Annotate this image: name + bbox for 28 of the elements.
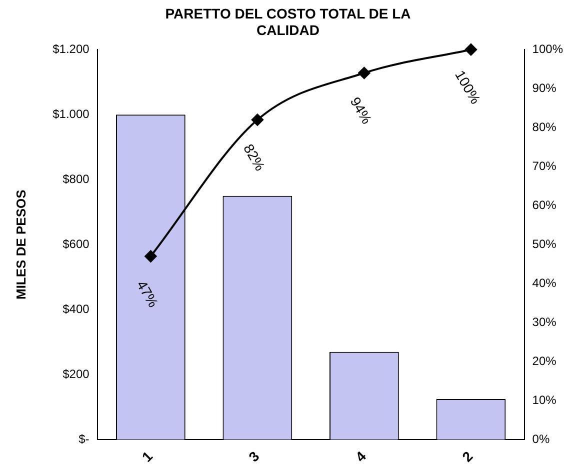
y2-tick-label: 90% — [532, 80, 557, 95]
y-tick-label: $400 — [62, 302, 90, 316]
y2-tick-label: 40% — [532, 276, 557, 290]
x-tick-label: 2 — [458, 448, 476, 465]
y-tick-label: $1.200 — [52, 42, 90, 56]
y2-tick-label: 10% — [532, 392, 557, 407]
y-tick-label: $- — [78, 432, 90, 446]
chart-title: PARETTO DEL COSTO TOTAL DE LA CALIDAD — [165, 5, 411, 38]
y-tick-label: $200 — [62, 366, 90, 381]
y2-tick-label: 60% — [532, 198, 557, 212]
y2-tick-label: 50% — [532, 236, 557, 251]
x-tick-label: 3 — [245, 448, 262, 465]
y-tick-label: $1.000 — [52, 106, 90, 121]
y2-tick-label: 80% — [532, 120, 557, 134]
y2-tick-label: 30% — [532, 314, 557, 329]
x-tick-label: 1 — [138, 448, 156, 465]
y2-tick-label: 0% — [532, 432, 550, 446]
y2-tick-label: 70% — [532, 158, 557, 173]
point — [358, 67, 370, 79]
y2-tick-label: 100% — [532, 42, 564, 56]
y-tick-label: $800 — [62, 172, 90, 186]
y-tick-label: $600 — [62, 236, 90, 251]
y2-tick-label: 20% — [532, 354, 557, 368]
y-axis-title: MILES DE PESOS — [13, 189, 28, 300]
x-tick-label: 4 — [352, 448, 370, 465]
point — [251, 114, 264, 126]
point — [144, 250, 157, 262]
point — [464, 44, 477, 56]
